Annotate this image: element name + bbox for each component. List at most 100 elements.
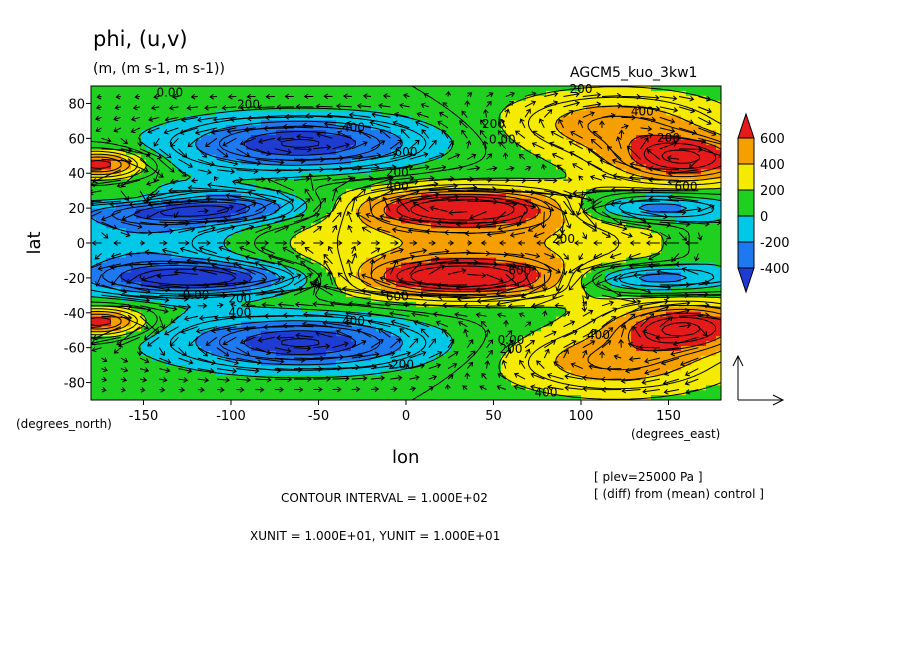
field-cell (96, 267, 102, 274)
field-cell (696, 262, 702, 269)
field-cell (571, 243, 577, 249)
field-cell (146, 120, 152, 126)
field-cell (526, 125, 532, 131)
field-cell (216, 223, 222, 229)
field-cell (656, 149, 662, 156)
field-cell (166, 86, 172, 92)
field-cell (251, 267, 257, 274)
field-cell (681, 120, 687, 126)
field-cell (396, 120, 402, 126)
field-cell (546, 238, 552, 244)
field-cell (341, 238, 347, 244)
field-cell (666, 90, 672, 97)
field-cell (461, 95, 467, 102)
field-cell (376, 218, 382, 224)
field-cell (356, 86, 362, 92)
field-cell (311, 189, 317, 195)
field-cell (356, 243, 362, 249)
field-cell (231, 115, 237, 121)
field-cell (356, 208, 362, 215)
field-cell (166, 257, 172, 264)
field-cell (331, 257, 337, 264)
field-cell (481, 184, 487, 190)
field-cell (571, 95, 577, 102)
field-cell (461, 86, 467, 92)
field-cell (276, 272, 282, 278)
field-cell (616, 110, 622, 117)
field-cell (496, 233, 502, 239)
field-cell (301, 86, 307, 92)
field-cell (716, 115, 721, 121)
field-cell (581, 90, 587, 97)
field-cell (191, 223, 197, 229)
field-cell (176, 90, 182, 97)
field-cell (151, 257, 157, 264)
field-cell (526, 203, 532, 210)
field-cell (336, 105, 342, 112)
field-cell (371, 90, 377, 97)
field-cell (246, 238, 252, 244)
field-cell (481, 174, 487, 180)
field-cell (416, 144, 422, 151)
field-cell (571, 198, 577, 205)
field-cell (616, 115, 622, 121)
field-cell (96, 149, 102, 156)
field-cell (551, 218, 557, 224)
field-cell (386, 154, 392, 161)
field-cell (121, 130, 127, 136)
field-cell (691, 223, 697, 229)
field-cell (306, 252, 312, 259)
field-cell (331, 252, 337, 259)
field-cell (496, 272, 502, 278)
field-cell (711, 189, 717, 195)
field-cell (291, 257, 297, 264)
field-cell (261, 208, 267, 215)
field-cell (406, 100, 412, 107)
field-cell (216, 100, 222, 107)
field-cell (636, 144, 642, 151)
field-cell (436, 125, 442, 131)
field-cell (591, 90, 597, 97)
field-cell (321, 174, 327, 180)
field-cell (326, 238, 332, 244)
field-cell (156, 252, 162, 259)
field-cell (191, 154, 197, 161)
field-cell (211, 243, 217, 249)
field-cell (451, 243, 457, 249)
field-cell (511, 120, 517, 126)
field-cell (706, 144, 712, 151)
field-cell (636, 90, 642, 97)
field-cell (116, 257, 122, 264)
field-cell (651, 203, 657, 210)
field-cell (346, 233, 352, 239)
field-cell (411, 193, 417, 200)
field-cell (96, 100, 102, 107)
field-cell (331, 115, 337, 121)
field-cell (246, 120, 252, 126)
field-cell (506, 257, 512, 264)
field-cell (96, 193, 102, 200)
field-cell (381, 233, 387, 239)
field-cell (441, 257, 447, 264)
field-cell (246, 86, 252, 92)
field-cell (176, 272, 182, 278)
field-cell (391, 277, 397, 283)
field-cell (456, 154, 462, 161)
field-cell (586, 252, 592, 259)
field-cell (556, 130, 562, 136)
field-cell (496, 149, 502, 156)
field-cell (591, 252, 597, 259)
field-cell (401, 86, 407, 92)
field-cell (606, 164, 612, 171)
field-cell (646, 135, 652, 141)
field-cell (256, 179, 262, 185)
field-cell (331, 233, 337, 239)
field-cell (416, 272, 422, 278)
field-cell (536, 247, 542, 254)
field-cell (651, 169, 657, 175)
field-cell (716, 208, 721, 215)
field-cell (246, 243, 252, 249)
field-cell (146, 247, 152, 254)
field-cell (121, 208, 127, 215)
field-cell (576, 228, 582, 234)
